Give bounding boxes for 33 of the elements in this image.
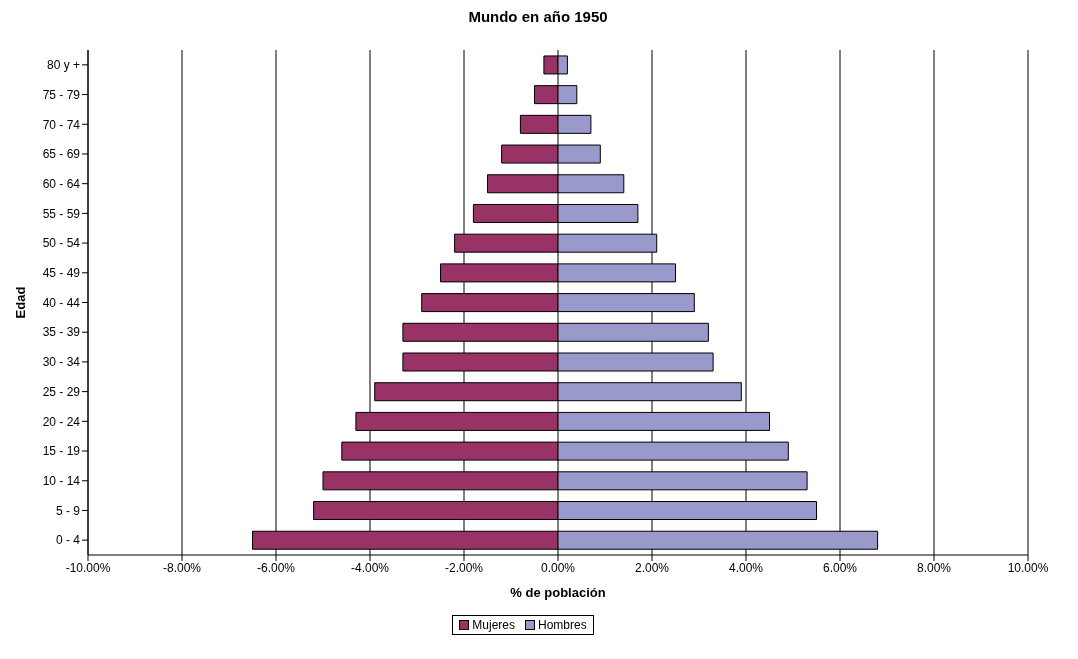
y-tick-label: 60 - 64	[42, 176, 81, 191]
y-tick-label: 20 - 24	[42, 414, 81, 429]
y-tick-label: 35 - 39	[42, 325, 81, 340]
x-tick-label: -4.00%	[350, 560, 390, 575]
x-tick-label: 0.00%	[540, 560, 576, 575]
y-tick-label: 10 - 14	[42, 474, 81, 488]
x-tick-label: -2.00%	[444, 560, 484, 575]
y-tick-label: 75 - 79	[42, 87, 81, 102]
y-tick-label: 30 - 34	[42, 355, 81, 370]
x-axis-title: % de población	[510, 585, 606, 600]
legend-label: Mujeres	[471, 618, 515, 632]
y-tick-label: 65 - 69	[42, 147, 81, 162]
x-tick-label: 2.00%	[634, 560, 670, 575]
y-tick-label: 15 - 19	[42, 444, 81, 459]
legend-label: Hombres	[537, 618, 587, 632]
chart-title: Mundo en año 1950	[467, 8, 609, 25]
y-tick-label: 55 - 59	[42, 206, 81, 221]
y-tick-label: 5 - 9	[55, 503, 81, 518]
y-tick-label: 40 - 44	[42, 295, 81, 310]
y-tick-label: 80 y +	[46, 58, 80, 73]
y-tick-label: 45 - 49	[42, 266, 81, 281]
y-tick-label: 25 - 29	[42, 384, 81, 399]
y-tick-label: 0 - 4	[55, 533, 81, 548]
y-axis-title: Edad	[12, 286, 28, 319]
x-tick-label: 6.00%	[822, 560, 858, 575]
x-tick-label: 10.00%	[1007, 560, 1049, 575]
x-tick-label: 4.00%	[728, 560, 764, 575]
x-tick-label: -8.00%	[162, 560, 202, 575]
x-tick-label: 8.00%	[916, 560, 952, 575]
y-tick-label: 50 - 54	[42, 236, 81, 251]
x-tick-label: -6.00%	[256, 560, 296, 575]
x-tick-label: -10.00%	[65, 560, 111, 575]
y-tick-label: 70 - 74	[42, 117, 81, 132]
